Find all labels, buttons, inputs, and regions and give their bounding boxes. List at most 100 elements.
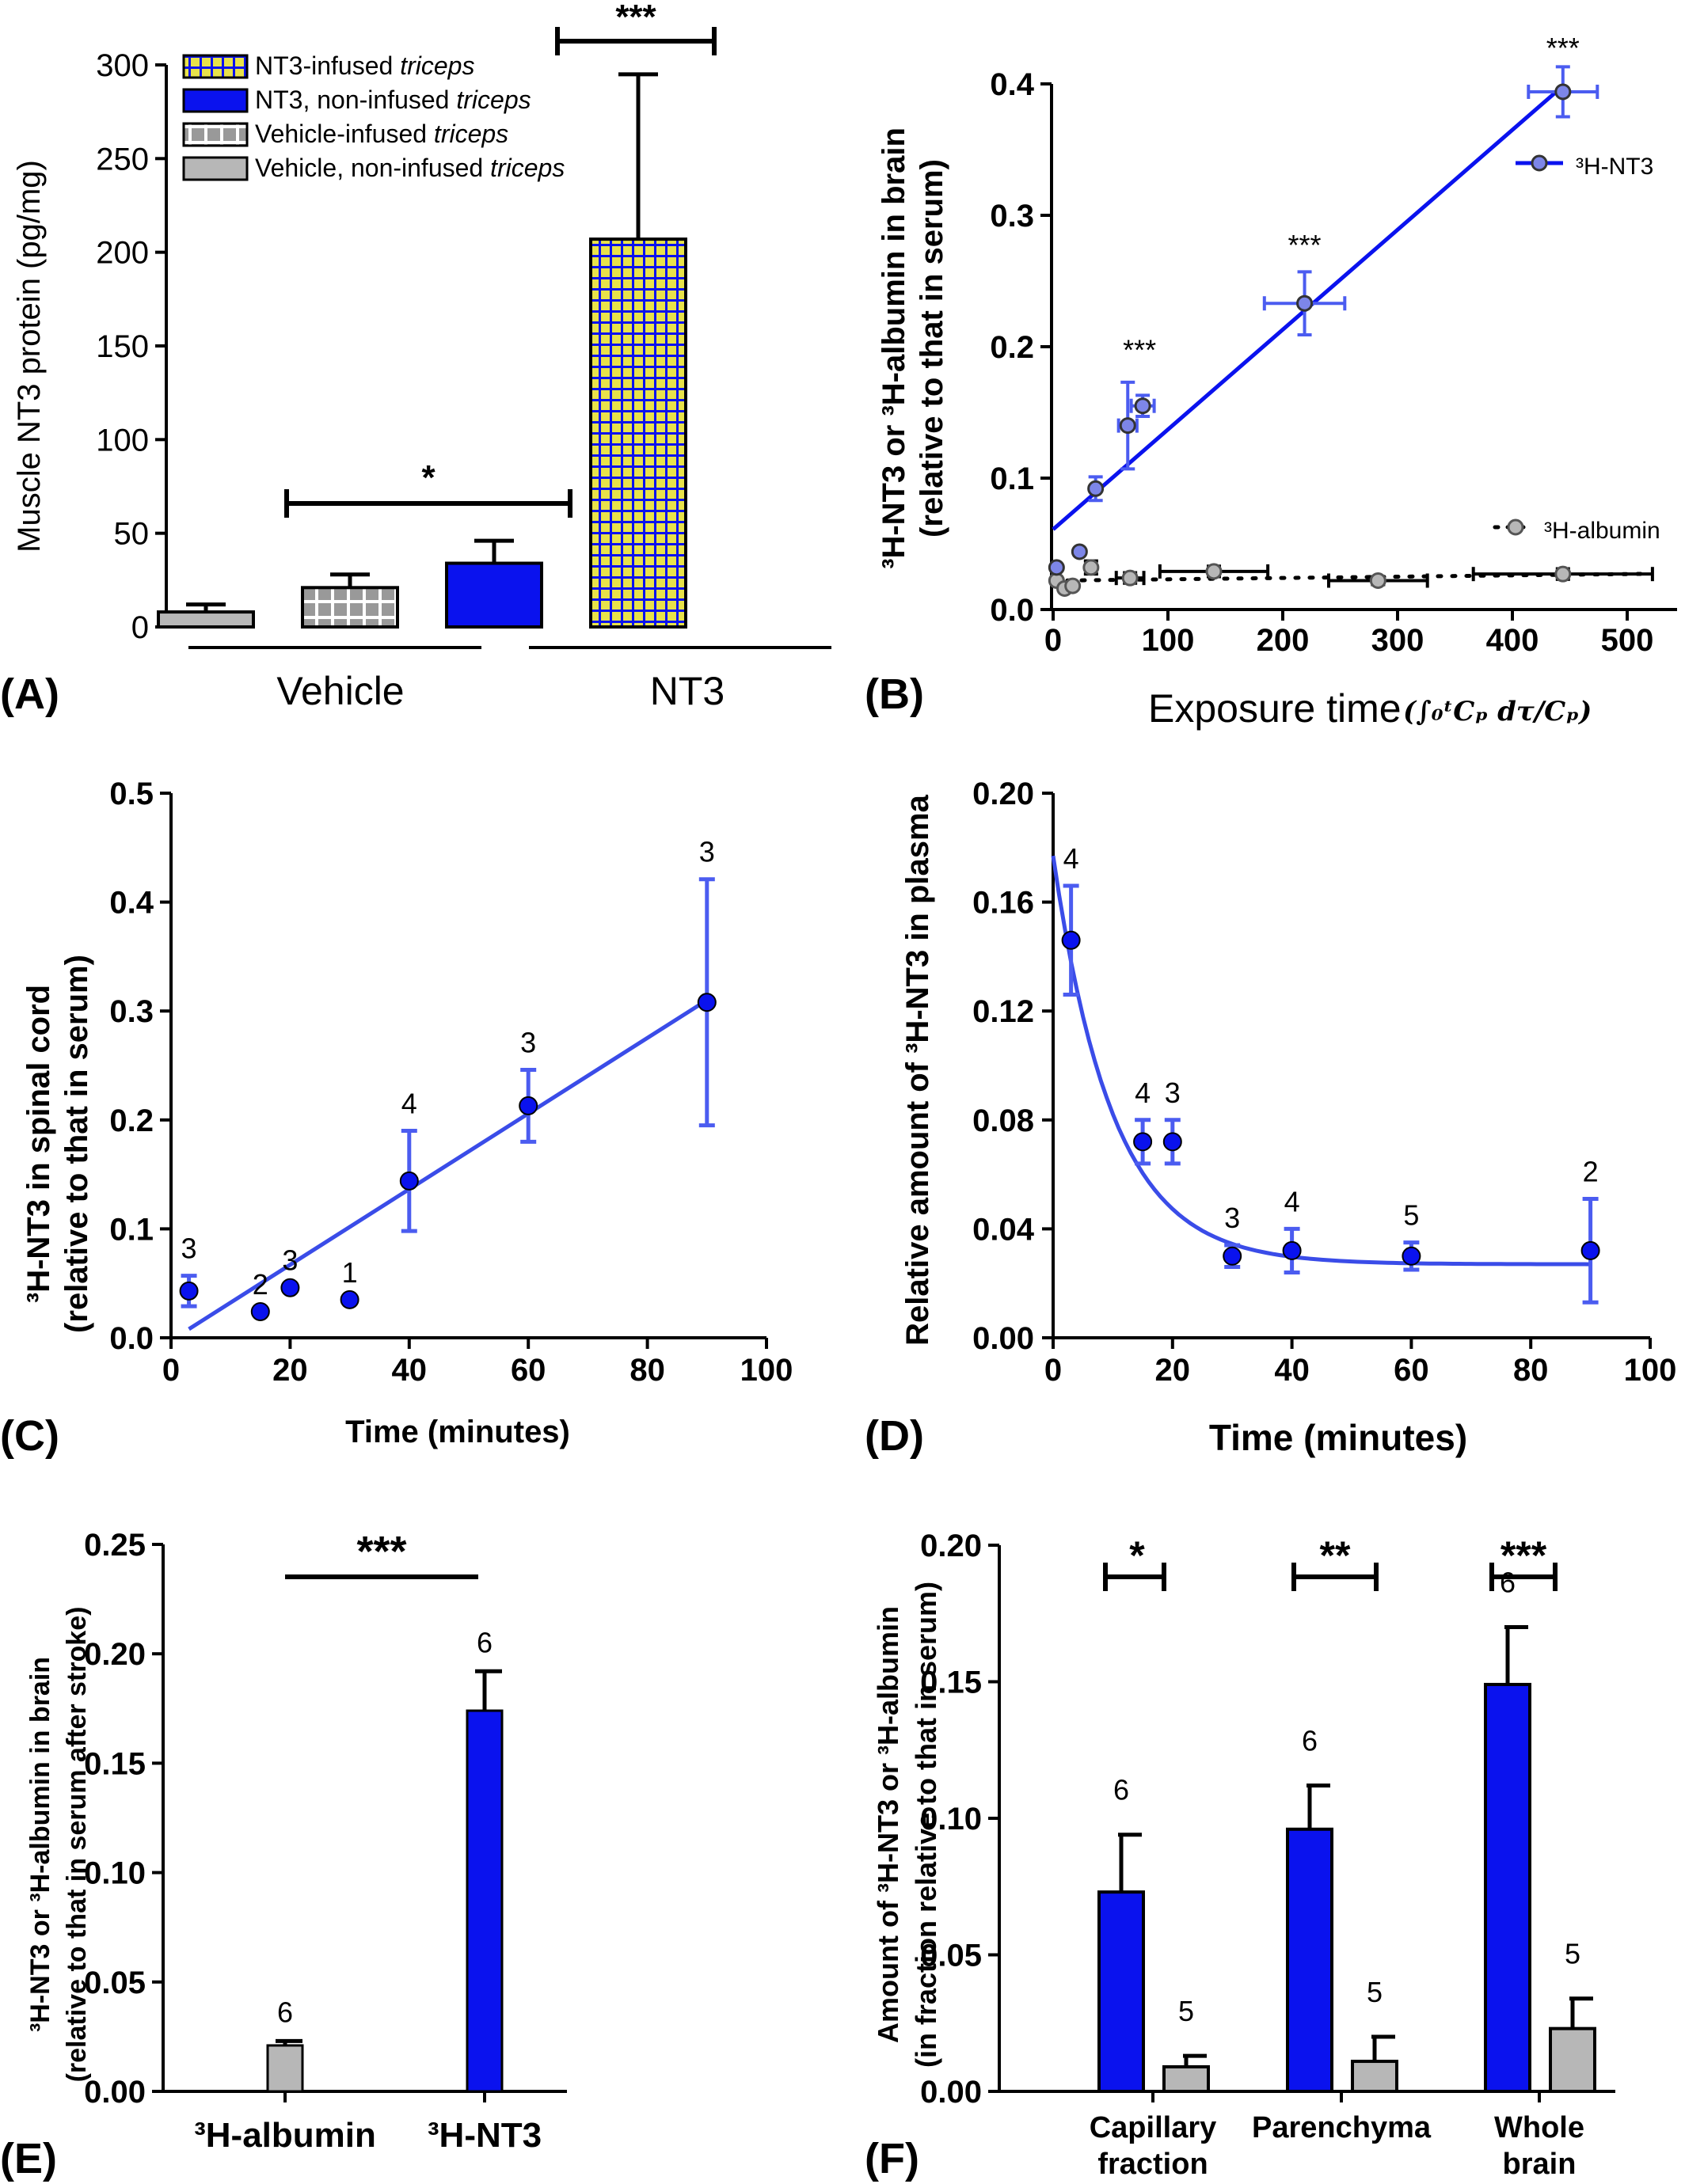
panel-d-n-label: 4 [1284, 1185, 1300, 1217]
panel-d-x-tick-label: 80 [1513, 1353, 1549, 1388]
panel-d-ylabel: Relative amount of ³H-NT3 in plasma [900, 794, 935, 1345]
panel-c-point [250, 1301, 270, 1321]
panel-c-x-tick-label: 80 [629, 1353, 665, 1388]
panel-c-n-label: 2 [253, 1268, 268, 1301]
panel-d-x-tick-label: 40 [1274, 1353, 1310, 1388]
panel-b-albumin-point [1082, 559, 1100, 576]
panel-b-ylabel-2: (relative to that in serum) [915, 159, 949, 537]
panel-f-x-label: Capillary [1090, 2111, 1217, 2144]
panel-d-y-tick-label: 0.00 [972, 1321, 1034, 1356]
panel-b-legend-nt3-marker [1531, 154, 1548, 172]
panel-letter-c: (C) [0, 1412, 59, 1460]
panel-e-n-label: 6 [277, 1996, 293, 2028]
panel-a-sig-star-1: * [421, 458, 436, 497]
panel-a-bar [157, 610, 255, 629]
panel-c-x-tick-label: 60 [511, 1353, 546, 1388]
panel-b-ylabel-1: ³H-NT3 or ³H-albumin in brain [877, 127, 911, 569]
panel-c-y-tick-label: 0.5 [109, 777, 154, 811]
panel-e-bar [266, 2044, 304, 2093]
panel-d-x-tick-label: 0 [1044, 1353, 1062, 1388]
panel-d-y-tick-label: 0.12 [972, 994, 1034, 1029]
panel-d-point [1580, 1240, 1600, 1260]
panel-a-legend-swatch [182, 54, 249, 79]
panel-b-nt3-point [1087, 480, 1105, 497]
panel-d-n-label: 2 [1583, 1156, 1599, 1188]
panel-f-y-tick-label: 0.20 [920, 1529, 982, 1563]
panel-b-x-tick-label: 400 [1486, 623, 1539, 658]
panel-e-ylabel-2: (relative to that in serum after stroke) [62, 1607, 92, 2083]
panel-a-ylabel: Muscle NT3 protein (pg/mg) [12, 160, 47, 553]
panel-f-n-label: 6 [1302, 1725, 1318, 1757]
panel-e-sig-star: *** [356, 1528, 406, 1575]
panel-b-nt3-point [1296, 294, 1314, 312]
panel-f-y-tick-label: 0.05 [920, 1939, 982, 1973]
panel-f-x-label: Whole [1494, 2111, 1584, 2144]
panel-b-albumin-point [1121, 569, 1139, 587]
panel-d-fit-curve [1051, 855, 1591, 1267]
panel-e-y-tick-label: 0.25 [84, 1528, 146, 1563]
panel-f-bar [1162, 2064, 1210, 2093]
panel-a-y-tick-label: 300 [96, 48, 149, 83]
panel-e-ylabel-1: ³H-NT3 or ³H-albumin in brain [25, 1657, 55, 2032]
panel-letter-e: (E) [0, 2135, 57, 2182]
panel-a-y-tick-label: 250 [96, 142, 149, 177]
panel-d-x-tick-label: 20 [1155, 1353, 1191, 1388]
panel-e-y-tick-label: 0.15 [84, 1746, 146, 1781]
panel-b-nt3-point [1071, 543, 1088, 560]
panel-a-group-nt3: NT3 [650, 669, 725, 713]
panel-f-ylabel-1: Amount of ³H-NT3 or ³H-albumin [872, 1606, 904, 2043]
panel-a-legend-label: NT3-infused triceps [255, 51, 474, 80]
panel-c-y-tick-label: 0.1 [109, 1212, 154, 1247]
panel-c-y-tick-label: 0.0 [109, 1321, 154, 1356]
panel-d-point [1162, 1132, 1182, 1152]
panel-d-n-label: 3 [1165, 1077, 1181, 1109]
panel-b-xlabel: Exposure time [1148, 686, 1402, 731]
panel-b-legend-albumin-label: ³H-albumin [1544, 518, 1660, 544]
panel-d-n-label: 4 [1063, 842, 1079, 875]
panel-e-y-tick-label: 0.10 [84, 1856, 146, 1891]
panel-f-x-label: Parenchyma [1252, 2111, 1432, 2144]
panel-e-x-label: ³H-NT3 [428, 2116, 542, 2155]
panel-letter-b: (B) [865, 670, 924, 718]
panel-d-y-tick-label: 0.16 [972, 886, 1034, 921]
panel-e-y-tick-label: 0.05 [84, 1966, 146, 2000]
panel-a-y-tick-label: 150 [96, 329, 149, 364]
panel-a-legend-swatch [182, 88, 249, 113]
panel-letter-a: (A) [0, 670, 59, 718]
panel-b-albumin-point [1064, 577, 1082, 594]
panel-b-x-tick-label: 200 [1257, 623, 1310, 658]
panel-f-y-tick-label: 0.00 [920, 2075, 982, 2110]
panel-c-ylabel-2: (relative to that in serum) [59, 955, 94, 1333]
panel-d-point [1402, 1246, 1421, 1266]
panel-b-y-tick-label: 0.1 [990, 461, 1034, 496]
panel-f-n-label: 5 [1178, 1995, 1194, 2027]
panel-c-y-tick-label: 0.4 [109, 886, 154, 921]
panel-d-y-tick-label: 0.04 [972, 1212, 1035, 1247]
panel-b-x-tick-label: 0 [1044, 623, 1062, 658]
panel-c-n-label: 1 [342, 1256, 358, 1289]
panel-c-n-label: 3 [699, 836, 715, 868]
panel-f-y-tick-label: 0.15 [920, 1666, 982, 1700]
panel-c-point [179, 1281, 199, 1301]
panel-a-legend-label: Vehicle-infused triceps [255, 120, 508, 148]
panel-c-x-tick-label: 100 [740, 1353, 793, 1388]
panel-b-nt3-point [1119, 417, 1136, 435]
panel-b-x-tick-label: 300 [1371, 623, 1424, 658]
panel-c-xlabel: Time (minutes) [345, 1415, 570, 1449]
panel-b-y-tick-label: 0.0 [990, 593, 1034, 628]
panel-a-group-vehicle: Vehicle [276, 669, 404, 713]
panel-f-sig-star: ** [1320, 1533, 1351, 1578]
panel-d-xlabel: Time (minutes) [1209, 1417, 1467, 1458]
panel-d-point [1282, 1240, 1302, 1260]
panel-a-legend-swatch [182, 156, 249, 181]
panel-f-ylabel-2: (in fraction relative to that in serum) [910, 1582, 942, 2068]
panel-b-sig-star: *** [1123, 334, 1156, 367]
panel-c-y-tick-label: 0.2 [109, 1103, 154, 1138]
panel-f-sig-star: * [1129, 1533, 1145, 1578]
panel-b-sig-star: *** [1546, 32, 1580, 64]
panel-d-x-tick-label: 100 [1624, 1353, 1677, 1388]
panel-d-n-label: 3 [1224, 1202, 1240, 1234]
panel-f-bar [1484, 1682, 1531, 2093]
panel-e-y-tick-label: 0.00 [84, 2075, 146, 2110]
